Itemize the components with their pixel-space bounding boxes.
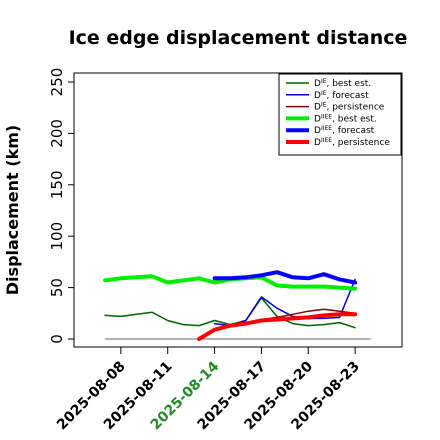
legend-label-2: DIE, persistence (314, 102, 385, 113)
series-layer (103, 270, 358, 341)
y-axis: 0 50 100 150 200 250 (48, 68, 75, 344)
series-line-0 (104, 297, 356, 329)
chart-title: Ice edge displacement distance (69, 27, 408, 49)
y-tick-label-0: 0 (48, 334, 66, 344)
y-tick-label-100: 100 (48, 222, 66, 251)
x-axis: 2025-08-082025-08-112025-08-142025-08-17… (54, 346, 363, 433)
series-line-4 (212, 270, 358, 285)
y-tick-label-50: 50 (48, 278, 66, 297)
legend-label-1: DIE, forecast (314, 90, 369, 101)
y-tick-label-150: 150 (48, 170, 66, 199)
legend-label-5: DIIEE, persistence (314, 137, 390, 148)
legend-label-4: DIIEE, forecast (314, 125, 375, 136)
legend-label-3: DIIEE, best est. (314, 113, 377, 124)
y-tick-label-250: 250 (48, 68, 66, 97)
legend-label-0: DIE, best est. (314, 78, 371, 89)
y-axis-label: Displacement (km) (3, 125, 22, 295)
y-tick-label-200: 200 (48, 119, 66, 148)
series-line-5 (197, 312, 358, 341)
